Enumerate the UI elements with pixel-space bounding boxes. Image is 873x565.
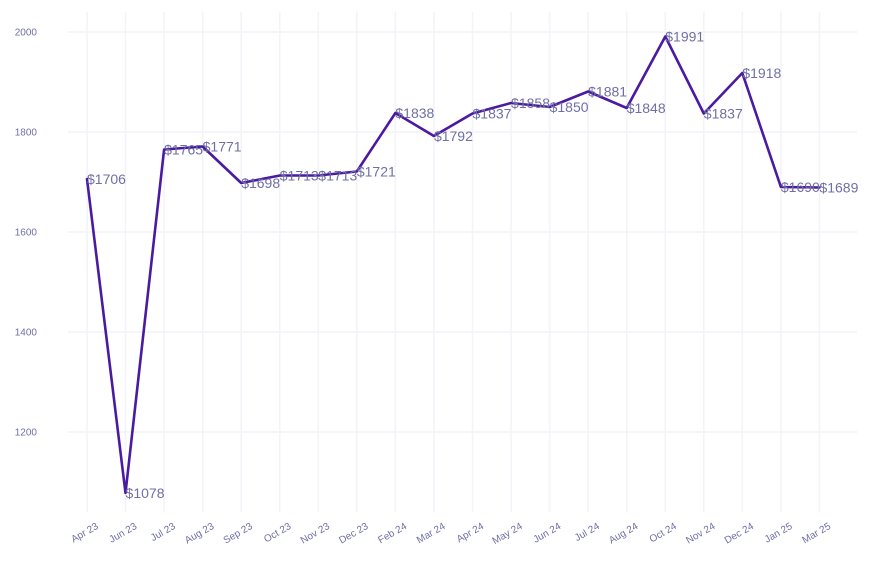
x-tick-label: May 24 xyxy=(491,521,525,547)
data-label: $1698 xyxy=(241,175,280,191)
x-tick-label: Apr 23 xyxy=(69,521,100,545)
x-axis: Apr 23 Jun 23 Jul 23 Aug 23 Sep 23 Oct 23 Nov … xyxy=(69,521,833,547)
data-label: $1078 xyxy=(126,485,165,501)
x-tick-label: Feb 24 xyxy=(376,521,409,546)
x-tick-label: Jul 23 xyxy=(149,521,178,544)
data-label: $1991 xyxy=(665,29,704,45)
x-tick-label: Jan 25 xyxy=(763,521,795,546)
data-labels: $1706$1078$1765 $1771$1698 $1713 $1713 $1721… xyxy=(87,29,859,502)
data-label: $1771 xyxy=(203,139,242,155)
y-tick-label: 1400 xyxy=(15,328,38,339)
data-label: $1713 xyxy=(318,168,357,184)
x-tick-label: Apr 24 xyxy=(455,521,486,545)
data-label: $1858 xyxy=(511,95,550,111)
price-series-line xyxy=(85,35,821,495)
data-label: $1792 xyxy=(434,128,473,144)
x-tick-label: Jun 23 xyxy=(108,521,140,546)
data-label: $1706 xyxy=(87,171,126,187)
data-label: $1850 xyxy=(550,99,589,115)
data-label: $1689 xyxy=(819,180,858,196)
data-label: $1918 xyxy=(742,65,781,81)
y-tick-label: 1800 xyxy=(15,128,38,139)
data-label: $1765 xyxy=(164,142,203,158)
data-label: $1837 xyxy=(473,106,512,122)
data-label: $1721 xyxy=(357,164,396,180)
data-label: $1838 xyxy=(395,105,434,121)
x-tick-label: Aug 23 xyxy=(183,521,216,547)
x-tick-label: Mar 24 xyxy=(415,521,448,546)
x-tick-label: Oct 23 xyxy=(262,521,293,545)
y-tick-label: 1200 xyxy=(15,428,38,439)
x-tick-label: Mar 25 xyxy=(800,521,833,546)
y-axis: 1200 1400 1600 1800 2000 xyxy=(15,28,38,439)
y-tick-label: 2000 xyxy=(15,28,38,39)
x-tick-label: Nov 23 xyxy=(299,521,332,547)
x-tick-label: Oct 24 xyxy=(648,521,679,545)
data-label: $1713 xyxy=(280,168,319,184)
x-tick-label: Aug 24 xyxy=(607,521,640,547)
data-label: $1837 xyxy=(704,106,743,122)
x-tick-label: Jun 24 xyxy=(532,521,564,546)
x-tick-label: Dec 24 xyxy=(723,521,756,547)
x-tick-label: Sep 23 xyxy=(222,521,255,547)
grid xyxy=(68,12,857,512)
y-tick-label: 1600 xyxy=(15,228,38,239)
x-tick-label: Nov 24 xyxy=(684,521,717,547)
data-label: $1881 xyxy=(588,84,627,100)
data-label: $1690 xyxy=(781,179,820,195)
x-tick-label: Jul 24 xyxy=(573,521,602,544)
x-tick-label: Dec 23 xyxy=(337,521,370,547)
data-label: $1848 xyxy=(627,100,666,116)
